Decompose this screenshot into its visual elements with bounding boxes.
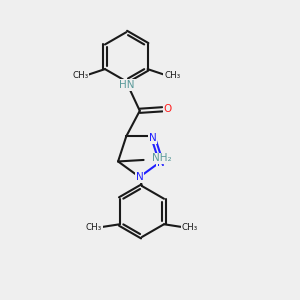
Text: NH₂: NH₂ xyxy=(152,154,172,164)
Text: O: O xyxy=(164,104,172,114)
Text: CH₃: CH₃ xyxy=(72,70,88,80)
Text: N: N xyxy=(157,158,165,168)
Text: CH₃: CH₃ xyxy=(85,223,102,232)
Text: HN: HN xyxy=(119,80,135,90)
Text: N: N xyxy=(136,172,143,182)
Text: CH₃: CH₃ xyxy=(164,70,180,80)
Text: CH₃: CH₃ xyxy=(182,223,198,232)
Text: N: N xyxy=(149,133,157,143)
